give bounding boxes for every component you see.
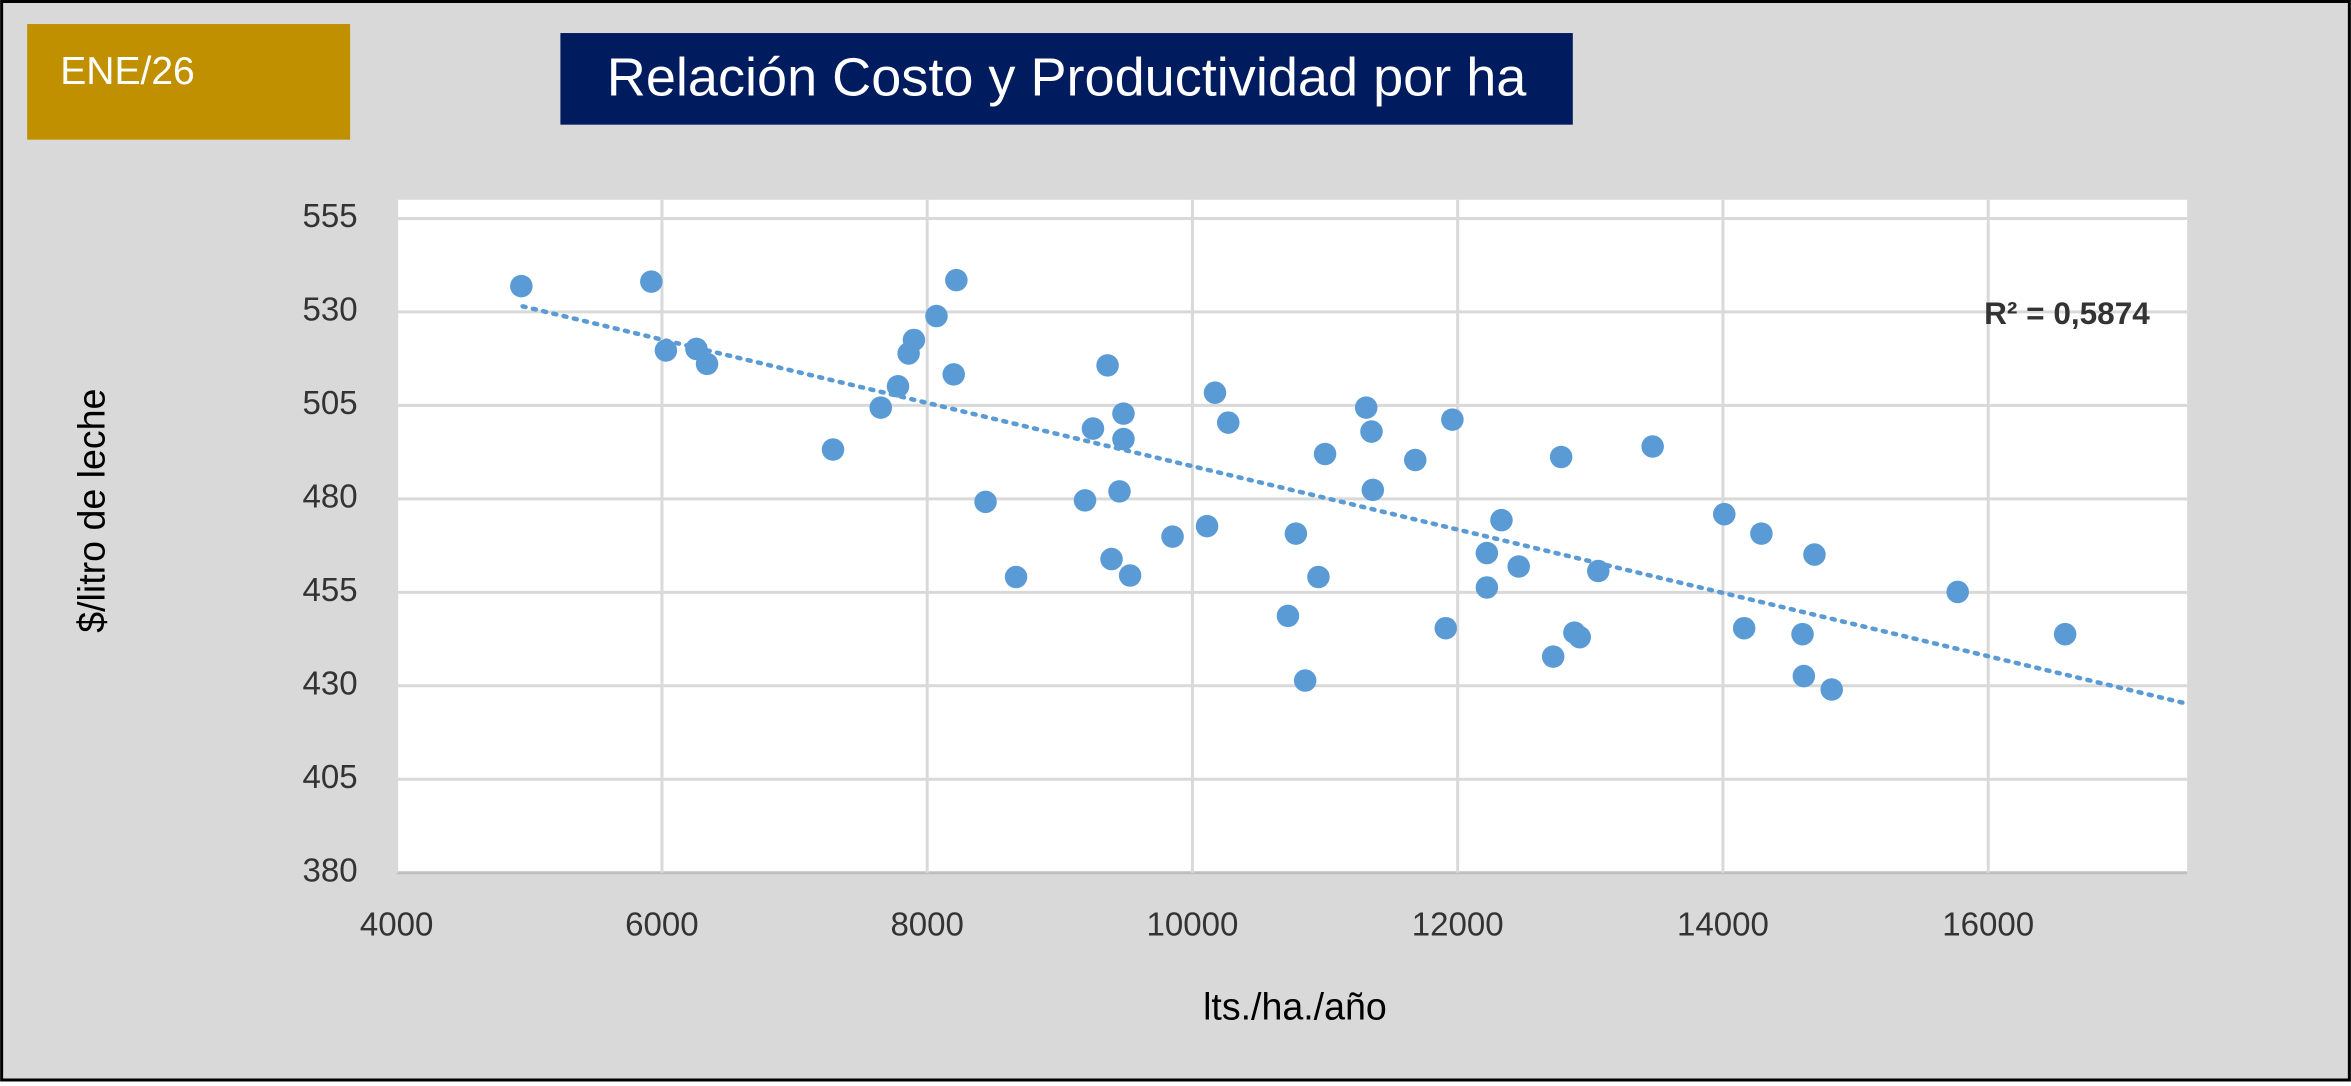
point	[1361, 478, 1385, 502]
point	[925, 304, 948, 328]
x-tick-label: 6000	[625, 907, 698, 944]
x-tick-label: 16000	[1942, 907, 2034, 944]
point	[1507, 555, 1530, 578]
point	[1307, 565, 1330, 589]
y-axis-label: $/litro de leche	[71, 389, 113, 633]
grid: 380 405 430 455 480 505 530 555 4000 6000 8000 1000…	[302, 198, 2188, 944]
point	[942, 363, 965, 386]
x-tick-label: 12000	[1412, 907, 1504, 944]
point	[974, 490, 997, 514]
point	[1216, 411, 1240, 434]
x-tick-label: 14000	[1677, 907, 1769, 944]
point	[1313, 442, 1337, 466]
point	[1750, 522, 1773, 545]
point	[1403, 448, 1427, 472]
point	[1161, 525, 1184, 548]
point	[654, 339, 678, 362]
point	[1475, 576, 1499, 599]
chart-title: Relación Costo y Productividad por ha	[607, 47, 1527, 107]
point	[1284, 522, 1308, 545]
point	[1118, 564, 1142, 587]
point	[1203, 381, 1227, 404]
point	[1792, 664, 1816, 688]
point	[510, 274, 533, 298]
y-tick-label: 405	[302, 759, 357, 796]
y-tick-label: 455	[302, 572, 357, 609]
point	[1549, 445, 1573, 469]
point	[1434, 616, 1458, 640]
point	[1108, 480, 1131, 503]
x-axis-label: lts./ha./año	[1203, 985, 1387, 1027]
point	[1073, 489, 1097, 512]
point	[1354, 396, 1378, 419]
point	[1195, 514, 1219, 538]
point	[1568, 625, 1591, 649]
point	[1112, 427, 1135, 451]
point	[1081, 417, 1105, 440]
point	[1541, 645, 1565, 668]
point	[2053, 622, 2077, 646]
marks	[510, 268, 2190, 706]
point	[1713, 502, 1736, 526]
point	[1732, 616, 1756, 640]
point	[1100, 547, 1123, 571]
x-tick-label: 10000	[1147, 907, 1239, 944]
title-box	[560, 33, 1573, 125]
point	[695, 352, 719, 376]
y-tick-label: 505	[302, 385, 357, 422]
point	[1587, 559, 1610, 583]
y-tick-label: 530	[302, 292, 357, 329]
y-tick-label: 480	[302, 479, 357, 516]
point	[1441, 408, 1464, 431]
point	[869, 396, 893, 419]
x-tick-label: 8000	[890, 907, 963, 944]
point	[1475, 541, 1499, 565]
badge-box	[27, 24, 351, 140]
point	[902, 328, 926, 352]
point	[1004, 565, 1028, 589]
point	[886, 375, 910, 398]
badge: ENE/26	[60, 50, 195, 93]
point	[1641, 435, 1664, 458]
point	[1096, 354, 1119, 377]
point	[1803, 543, 1826, 566]
point	[1791, 622, 1814, 646]
point	[1820, 678, 1843, 701]
point	[1112, 402, 1135, 425]
y-tick-label: 380	[302, 852, 357, 889]
point	[1946, 580, 1969, 604]
trendline	[520, 304, 2190, 706]
x-tick-label: 4000	[360, 907, 433, 944]
point	[821, 438, 845, 461]
point	[640, 270, 663, 293]
annotation: R² = 0,5874	[1984, 295, 2150, 331]
point	[1276, 604, 1300, 628]
point	[1293, 669, 1317, 692]
y-tick-label: 555	[302, 198, 357, 235]
point	[1360, 420, 1383, 443]
point	[1490, 508, 1513, 532]
point	[945, 268, 968, 292]
y-tick-label: 430	[302, 666, 357, 703]
